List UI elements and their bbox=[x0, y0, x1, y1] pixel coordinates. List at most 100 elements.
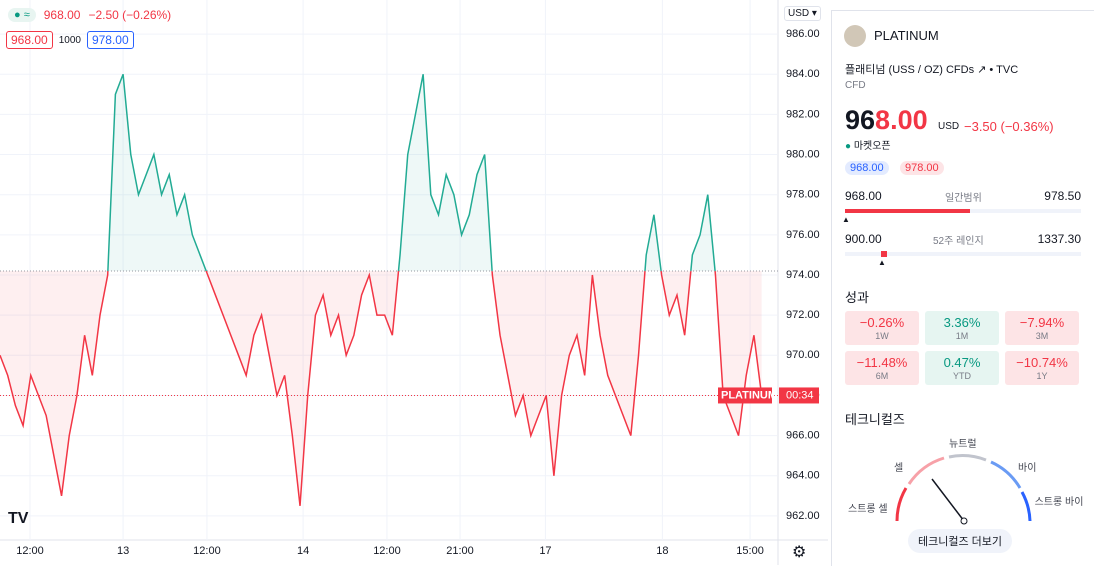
price: 968.00 bbox=[845, 105, 928, 136]
performance-period: 1M bbox=[955, 331, 969, 341]
performance-cell: −10.74% 1Y bbox=[1005, 351, 1079, 385]
gauge-label: 스트롱 셀 bbox=[848, 504, 888, 515]
status-text: ≈ bbox=[23, 9, 30, 21]
last-name: PLATINUM bbox=[721, 389, 777, 401]
gauge-buy bbox=[990, 460, 1022, 489]
day-low: 968.00 bbox=[845, 189, 882, 203]
header-price: 968.00 bbox=[43, 8, 81, 22]
line bbox=[107, 73, 716, 271]
more-button[interactable]: 테크니컬즈 더보기 bbox=[908, 529, 1013, 553]
performance-value: −11.48% bbox=[856, 355, 908, 370]
gauge-strong-sell bbox=[895, 487, 908, 522]
currency: USD bbox=[788, 8, 810, 19]
x-tick-label: 15:00 bbox=[736, 545, 764, 557]
performance-period: 6M bbox=[875, 371, 889, 381]
y-tick-label: 970.00 bbox=[786, 349, 820, 361]
order-row: 968.00 1000 978.00 bbox=[6, 31, 134, 49]
description[interactable]: 플래티넘 (USS / OZ) CFDs bbox=[845, 64, 975, 76]
y-tick-label: 982.00 bbox=[786, 108, 820, 120]
day-label: 일간범위 bbox=[945, 193, 982, 204]
last-time-box bbox=[779, 387, 819, 404]
day-high: 978.50 bbox=[1044, 189, 1081, 203]
symbol-icon bbox=[844, 25, 866, 47]
y-tick-label: 976.00 bbox=[786, 229, 820, 241]
gauge bbox=[895, 454, 1032, 525]
week52-fill bbox=[881, 251, 887, 257]
y-tick-label: 974.00 bbox=[786, 269, 820, 281]
performance-grid: −0.26% 1W 3.36% 1M −7.94% 3M −11.48% 6M 0.47% YTD… bbox=[845, 311, 1079, 385]
price-int: 96 bbox=[845, 105, 876, 135]
status: 마켓오픈 bbox=[853, 141, 891, 152]
gauge-needle bbox=[931, 478, 965, 522]
y-tick-label: 986.00 bbox=[786, 28, 820, 40]
gauge-label: 뉴트럴 bbox=[949, 439, 977, 450]
area bbox=[107, 74, 716, 271]
gauge-label: 셀 bbox=[894, 463, 904, 474]
day-track bbox=[845, 209, 1081, 213]
countdown: 00:34 bbox=[786, 389, 814, 401]
performance-value: −7.94% bbox=[1019, 315, 1065, 330]
performance-period: 1W bbox=[875, 331, 889, 341]
week52-label: 52주 레인지 bbox=[933, 236, 984, 247]
symbol: PLATINUM bbox=[874, 28, 939, 43]
currency: USD bbox=[938, 121, 960, 132]
area bbox=[0, 270, 762, 506]
performance-cell: 3.36% 1M bbox=[925, 311, 999, 345]
header-change: −2.50 (−0.26%) bbox=[88, 8, 172, 22]
day-fill bbox=[845, 209, 970, 213]
gauge-pivot bbox=[960, 517, 968, 525]
week52-track bbox=[845, 251, 1081, 257]
y-tick-label: 972.00 bbox=[786, 309, 820, 321]
y-tick-label: 980.00 bbox=[786, 148, 820, 160]
x-tick-label: 12:00 bbox=[16, 545, 44, 557]
performance-value: −10.74% bbox=[1016, 355, 1068, 370]
performance-period: 3M bbox=[1035, 331, 1049, 341]
y-tick-label: 962.00 bbox=[786, 510, 820, 522]
bid[interactable]: 968.00 bbox=[6, 31, 53, 49]
x-tick-label: 13 bbox=[117, 545, 129, 557]
performance-cell: −7.94% 3M bbox=[1005, 311, 1079, 345]
chart-header: ● ≈ 968.00 −2.50 (−0.26%) bbox=[8, 8, 171, 22]
status[interactable]: ● ≈ bbox=[8, 8, 36, 22]
gauge-neutral bbox=[948, 454, 987, 462]
y-tick-label: 964.00 bbox=[786, 470, 820, 482]
description-row: 플래티넘 (USS / OZ) CFDs ↗ • TVC bbox=[845, 64, 1019, 76]
logo: TV bbox=[8, 510, 29, 527]
line bbox=[0, 270, 763, 506]
performance-cell: 0.47% YTD bbox=[925, 351, 999, 385]
performance-value: −0.26% bbox=[859, 315, 905, 330]
gauge-strong-buy bbox=[1020, 491, 1032, 522]
chart: 962.00 964.00 966.00 968.00 970.00 972.00 974.… bbox=[0, 0, 828, 565]
performance-period: YTD bbox=[953, 371, 971, 381]
week52-low: 900.00 bbox=[845, 232, 882, 246]
y-tick-label: 978.00 bbox=[786, 189, 820, 201]
last-name-box bbox=[718, 387, 772, 404]
performance-cell: −0.26% 1W bbox=[845, 311, 919, 345]
y-tick-label: 966.00 bbox=[786, 430, 820, 442]
currency-select[interactable]: USD ▾ bbox=[784, 6, 821, 21]
day-range: 968.00 일간범위 978.50 ▲ bbox=[842, 189, 1081, 224]
week52-high: 1337.30 bbox=[1037, 232, 1081, 246]
ask[interactable]: 978.00 bbox=[86, 31, 134, 49]
change: −3.50 (−0.36%) bbox=[964, 119, 1054, 134]
x-tick-label: 14 bbox=[297, 545, 309, 557]
settings-icon[interactable]: ⚙ bbox=[792, 544, 807, 561]
x-tick-label: 12:00 bbox=[193, 545, 221, 557]
performance-period: 1Y bbox=[1036, 371, 1048, 381]
spread: 1000 bbox=[58, 34, 81, 46]
price-dec: 8.00 bbox=[875, 105, 928, 135]
performance-cell: −11.48% 6M bbox=[845, 351, 919, 385]
sidebar: PLATINUM 플래티넘 (USS / OZ) CFDs ↗ • TVC CF… bbox=[831, 10, 1094, 566]
gauge-sell bbox=[907, 456, 945, 485]
source: TVC bbox=[996, 64, 1019, 76]
performance-title: 성과 bbox=[845, 290, 869, 305]
type: CFD bbox=[845, 80, 866, 91]
gauge-label: 스트롱 바이 bbox=[1034, 497, 1084, 508]
day-marker: ▲ bbox=[842, 215, 850, 224]
x-tick-label: 21:00 bbox=[446, 545, 474, 557]
performance-value: 0.47% bbox=[943, 355, 981, 370]
gauge-label: 바이 bbox=[1018, 463, 1037, 474]
status-row: ● 마켓오픈 bbox=[845, 141, 891, 152]
x-tick-label: 18 bbox=[656, 545, 668, 557]
